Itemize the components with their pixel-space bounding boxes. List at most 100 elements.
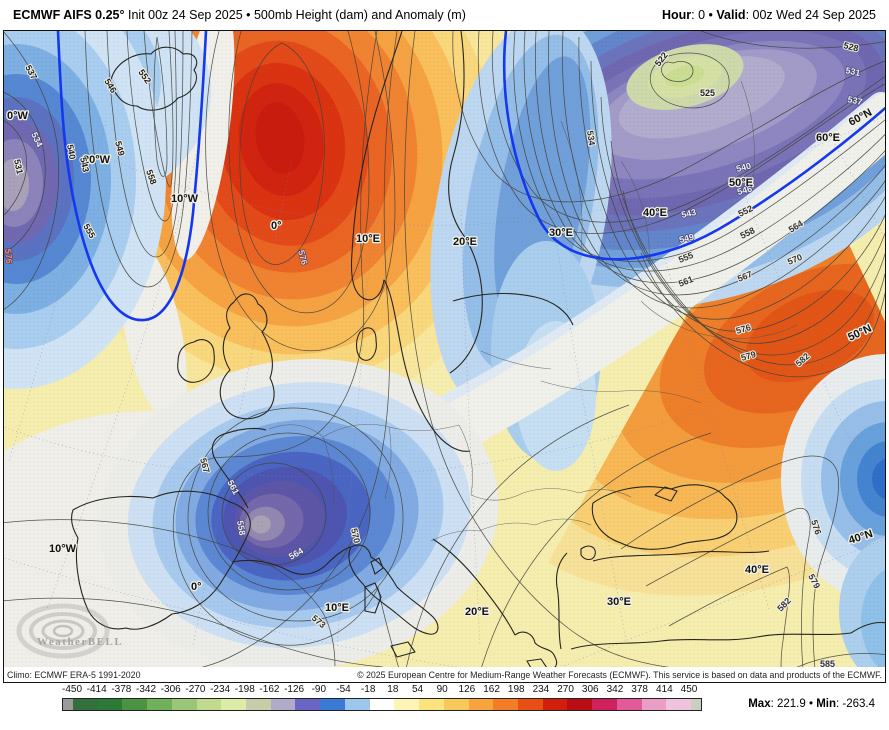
colorbar-segment <box>63 699 73 710</box>
coastlines <box>71 31 885 667</box>
geo-label: 0°W <box>7 110 29 122</box>
valid-label: Valid <box>716 8 746 22</box>
contour-label: 585 <box>820 659 835 667</box>
country-borders <box>268 80 798 542</box>
geo-label: 20°E <box>453 236 477 248</box>
climo-note: Climo: ECMWF ERA-5 1991-2020 <box>7 669 141 680</box>
colorbar-tick: -270 <box>185 684 206 695</box>
min-value: : -263.4 <box>836 698 875 710</box>
contour-label: 576 <box>296 249 310 266</box>
map-header: ECMWF AIFS 0.25° Init 00z 24 Sep 2025 • … <box>0 0 889 30</box>
colorbar-tick: -18 <box>360 684 376 695</box>
contour-label: 546 <box>736 184 753 197</box>
colorbar-tick: 162 <box>483 684 500 695</box>
colorbar-segment <box>592 699 617 710</box>
max-min-readout: Max: 221.9 • Min: -263.4 <box>748 698 875 710</box>
colorbar-tick: -306 <box>160 684 181 695</box>
colorbar-segment <box>270 699 296 710</box>
colorbar-segment <box>690 699 701 710</box>
colorbar-tick: 270 <box>557 684 574 695</box>
colorbar-tick: -234 <box>210 684 231 695</box>
max-label: Max <box>748 698 771 710</box>
colorbar-segment <box>443 699 469 710</box>
colorbar-segment <box>246 699 271 710</box>
colorbar-tick: -126 <box>284 684 305 695</box>
colorbar-tick: -450 <box>61 684 83 695</box>
colorbar-segment <box>73 699 98 710</box>
map-title-model: ECMWF AIFS 0.25° <box>13 8 125 22</box>
geo-label: 10°W <box>171 193 199 205</box>
colorbar-tick: 342 <box>606 684 624 695</box>
colorbar-segment <box>295 699 321 710</box>
contour-label: 567 <box>198 457 212 474</box>
colorbar-tick: -342 <box>136 684 157 695</box>
weatherbell-logo: WeatherBELL <box>16 603 123 659</box>
contour-label: 570 <box>349 527 362 544</box>
contour-label: 531 <box>845 65 862 78</box>
colorbar-tick: 414 <box>655 684 673 695</box>
contour-label: 549 <box>113 140 127 157</box>
map-validity: Hour: 0 • Valid: 00z Wed 24 Sep 2025 <box>662 8 876 22</box>
colorbar-segment <box>419 699 444 710</box>
hour-label: Hour <box>661 8 692 22</box>
colorbar-tick: -378 <box>111 684 132 695</box>
colorbar-tick: -162 <box>259 684 280 695</box>
colorbar-tick: -54 <box>336 684 351 695</box>
colorbar-segment <box>221 699 247 710</box>
colorbar-tick: -198 <box>234 684 255 695</box>
geo-label: 0° <box>191 581 202 593</box>
attribution-bar: Climo: ECMWF ERA-5 1991-2020 © 2025 Euro… <box>4 667 885 682</box>
geo-label: 10°E <box>356 233 380 245</box>
contour-label: 540 <box>735 161 752 174</box>
contour-label: 540 <box>65 144 77 161</box>
geo-label: 30°E <box>607 596 631 608</box>
colorbar-tick: 18 <box>387 684 399 695</box>
geo-label: 30°E <box>549 227 573 239</box>
colorbar-tick: 450 <box>680 684 698 695</box>
colorbar-segment <box>320 699 345 710</box>
contour-label: 543 <box>78 156 91 173</box>
geo-label: 20°W <box>83 154 111 166</box>
contour-label: 543 <box>680 207 697 220</box>
colorbar-segment <box>468 699 494 710</box>
colorbar-segment <box>147 699 172 710</box>
colorbar-segment <box>666 699 691 710</box>
hour-value: : 0 • <box>691 8 717 22</box>
colorbar-tick: -90 <box>311 684 327 695</box>
colorbar-tick: 90 <box>436 684 448 695</box>
colorbar-segment <box>122 699 148 710</box>
contour-label: 558 <box>235 520 247 537</box>
map-title: ECMWF AIFS 0.25° Init 00z 24 Sep 2025 • … <box>13 8 466 22</box>
colorbar-segment <box>616 699 642 710</box>
geo-label: 0° <box>271 220 282 232</box>
colorbar <box>62 698 702 711</box>
contour-label: 537 <box>847 94 864 107</box>
contour-label: 531 <box>12 158 25 175</box>
geo-label: 20°E <box>465 606 489 618</box>
geo-label: 10°W <box>49 543 77 555</box>
540dm-contour <box>56 31 885 322</box>
weather-map-canvas: WeatherBELL 0°W 20°W 10°W 0° 10°E 20°E 30°E 40°… <box>4 31 885 667</box>
colorbar-segment <box>97 699 123 710</box>
colorbar-segment <box>542 699 568 710</box>
colorbar-tick: 54 <box>411 684 424 695</box>
geo-label: 40°E <box>643 207 667 219</box>
colorbar-segment <box>517 699 543 710</box>
colorbar-tick: 126 <box>458 684 476 695</box>
geo-label: 40°E <box>745 564 769 576</box>
colorbar-tick: 234 <box>532 684 550 695</box>
contour-label: 525 <box>700 88 715 98</box>
geo-label: 60°E <box>816 132 840 144</box>
colorbar-segment <box>369 699 395 710</box>
contour-label: 576 <box>4 248 14 264</box>
colorbar-tick: 306 <box>581 684 599 695</box>
min-label: Min <box>816 698 836 710</box>
weatherbell-logo-text: WeatherBELL <box>37 636 123 648</box>
colorbar-tick: 378 <box>631 684 648 695</box>
colorbar-segment <box>394 699 420 710</box>
contour-label: 534 <box>585 130 597 146</box>
colorbar-segment <box>171 699 197 710</box>
map-frame: WeatherBELL 0°W 20°W 10°W 0° 10°E 20°E 30°E 40°… <box>3 30 886 683</box>
height-contours <box>4 31 885 667</box>
geo-label: 50°E <box>729 177 753 189</box>
